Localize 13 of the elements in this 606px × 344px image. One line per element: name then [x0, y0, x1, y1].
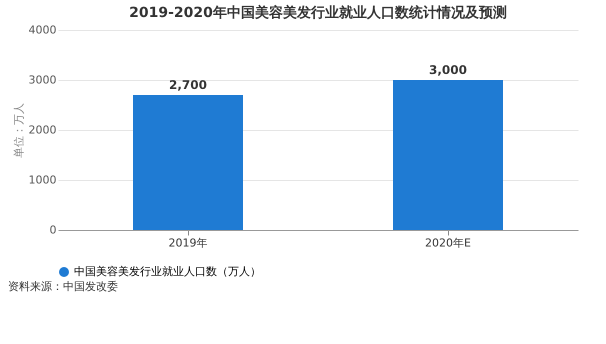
chart-title: 2019-2020年中国美容美发行业就业人口数统计情况及预测 — [129, 4, 507, 21]
y-tick-label: 1000 — [28, 174, 56, 186]
data-label: 2,700 — [169, 78, 207, 92]
y-tick-label: 4000 — [28, 24, 56, 36]
y-tick-label: 0 — [50, 224, 56, 236]
data-label: 3,000 — [429, 63, 467, 77]
legend-label: 中国美容美发行业就业人口数（万人） — [74, 265, 261, 278]
x-tick-label: 2019年 — [168, 236, 208, 250]
y-axis-title: 单位：万人 — [12, 103, 26, 158]
y-tick-label: 2000 — [28, 124, 56, 136]
text: 资料来源：中国发改委 — [8, 280, 118, 293]
y-tick-label: 3000 — [28, 74, 56, 86]
x-tick-label: 2020年E — [425, 236, 472, 250]
